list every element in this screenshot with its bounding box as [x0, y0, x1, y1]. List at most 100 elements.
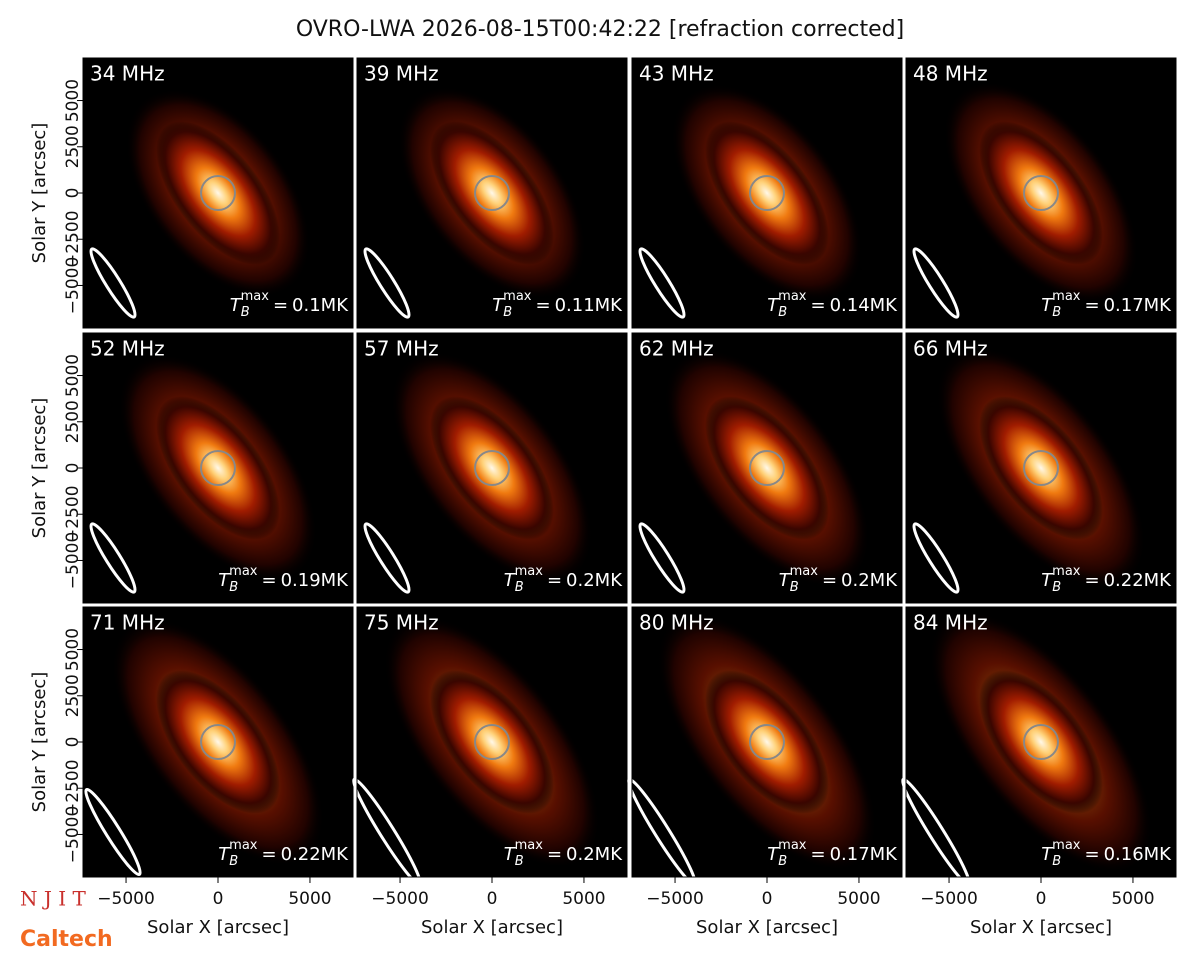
panel-image	[936, 346, 1146, 590]
x-tick-label: −5000	[97, 889, 155, 909]
y-axis-label: Solar Y [arcsec]	[29, 398, 50, 539]
emission-core	[156, 670, 280, 814]
emission-core	[430, 670, 554, 814]
tb-eq: =	[810, 295, 825, 316]
tb-sub: B	[790, 580, 799, 595]
tb-symbol: T	[504, 844, 517, 865]
beam	[912, 522, 960, 594]
y-tick-label: 5000	[63, 354, 83, 397]
tb-sub: B	[241, 305, 250, 320]
panel-image	[398, 86, 586, 300]
tb-sub: B	[1052, 580, 1061, 595]
beam	[363, 247, 411, 319]
emission-core	[430, 121, 554, 265]
frequency-label: 48 MHz	[913, 62, 988, 86]
panel-image	[664, 349, 870, 587]
tb-sup: max	[515, 838, 544, 853]
tb-sub: B	[778, 305, 787, 320]
frequency-label: 62 MHz	[639, 337, 714, 361]
panel-image	[657, 613, 877, 871]
frequency-label: 43 MHz	[639, 62, 714, 86]
beam	[84, 787, 142, 877]
tb-sup: max	[503, 289, 532, 304]
frequency-label: 39 MHz	[364, 62, 439, 86]
tb-value: 0.1MK	[292, 295, 349, 316]
tb-sub: B	[229, 580, 238, 595]
solar-disk	[200, 724, 236, 760]
tb-symbol: T	[504, 570, 517, 591]
panel-image	[929, 610, 1153, 874]
y-tick-label: 5000	[63, 628, 83, 671]
tb-symbol: T	[1041, 844, 1054, 865]
tb-max-label: TBmax = 0.11MK	[492, 289, 623, 320]
x-axis-label: Solar X [arcsec]	[696, 917, 838, 938]
tb-max-label: TBmax = 0.16MK	[1041, 838, 1172, 869]
tb-symbol: T	[218, 570, 231, 591]
tb-value: 0.2MK	[566, 844, 623, 865]
solar-disk	[200, 175, 236, 211]
y-tick-label: 2500	[63, 674, 83, 717]
tb-sup: max	[241, 289, 270, 304]
tb-eq: =	[810, 844, 825, 865]
tb-sub: B	[1052, 305, 1061, 320]
tb-eq: =	[547, 844, 562, 865]
solar-disk	[474, 724, 510, 760]
solar-disk	[1023, 724, 1059, 760]
tb-value: 0.17MK	[1104, 295, 1173, 316]
panel-frame	[631, 57, 903, 329]
tb-sup: max	[229, 838, 258, 853]
tb-value: 0.11MK	[555, 295, 624, 316]
solar-disk	[749, 724, 785, 760]
chart-title: OVRO-LWA 2026-08-15T00:42:22 [refraction…	[296, 17, 904, 42]
panel-image	[118, 354, 318, 582]
panel-frame	[356, 332, 628, 604]
tb-eq: =	[261, 570, 276, 591]
y-tick-label: 0	[63, 463, 83, 474]
emission-core	[430, 396, 554, 540]
x-tick-label: −5000	[371, 889, 429, 909]
emission-core	[705, 121, 829, 265]
panel-frame	[631, 332, 903, 604]
tb-value: 0.22MK	[1104, 570, 1173, 591]
y-tick-label: 5000	[63, 79, 83, 122]
y-tick-label: 0	[63, 188, 83, 199]
tb-max-label: TBmax = 0.2MK	[504, 564, 624, 595]
tb-sup: max	[790, 564, 819, 579]
tb-symbol: T	[1041, 295, 1054, 316]
tb-max-label: TBmax = 0.19MK	[218, 564, 349, 595]
tb-eq: =	[822, 570, 837, 591]
y-axis-label: Solar Y [arcsec]	[29, 672, 50, 813]
tb-eq: =	[273, 295, 288, 316]
tb-symbol: T	[492, 295, 505, 316]
tb-value: 0.2MK	[841, 570, 898, 591]
tb-sup: max	[778, 838, 807, 853]
beam	[638, 247, 686, 319]
tb-max-label: TBmax = 0.22MK	[1041, 564, 1172, 595]
panel-image	[943, 81, 1139, 305]
beam	[352, 777, 422, 887]
frequency-label: 52 MHz	[90, 337, 165, 361]
tb-sub: B	[778, 854, 787, 869]
tb-symbol: T	[779, 570, 792, 591]
tb-sup: max	[229, 564, 258, 579]
y-tick-label: −2500	[63, 759, 83, 817]
x-tick-label: 0	[487, 889, 498, 909]
panel-image	[111, 618, 325, 866]
tb-value: 0.14MK	[830, 295, 899, 316]
logo-caltech: Caltech	[20, 927, 113, 952]
x-tick-label: −5000	[646, 889, 704, 909]
frequency-label: 34 MHz	[90, 62, 165, 86]
frequency-label: 84 MHz	[913, 611, 988, 635]
x-tick-label: 0	[1036, 889, 1047, 909]
tb-eq: =	[261, 844, 276, 865]
tb-symbol: T	[767, 844, 780, 865]
beam	[363, 522, 411, 594]
tb-sup: max	[515, 564, 544, 579]
panel-image	[384, 615, 600, 869]
x-tick-label: 0	[213, 889, 224, 909]
solar-disk	[474, 175, 510, 211]
tb-value: 0.22MK	[281, 844, 350, 865]
y-tick-label: 2500	[63, 125, 83, 168]
emission-core	[979, 396, 1103, 540]
